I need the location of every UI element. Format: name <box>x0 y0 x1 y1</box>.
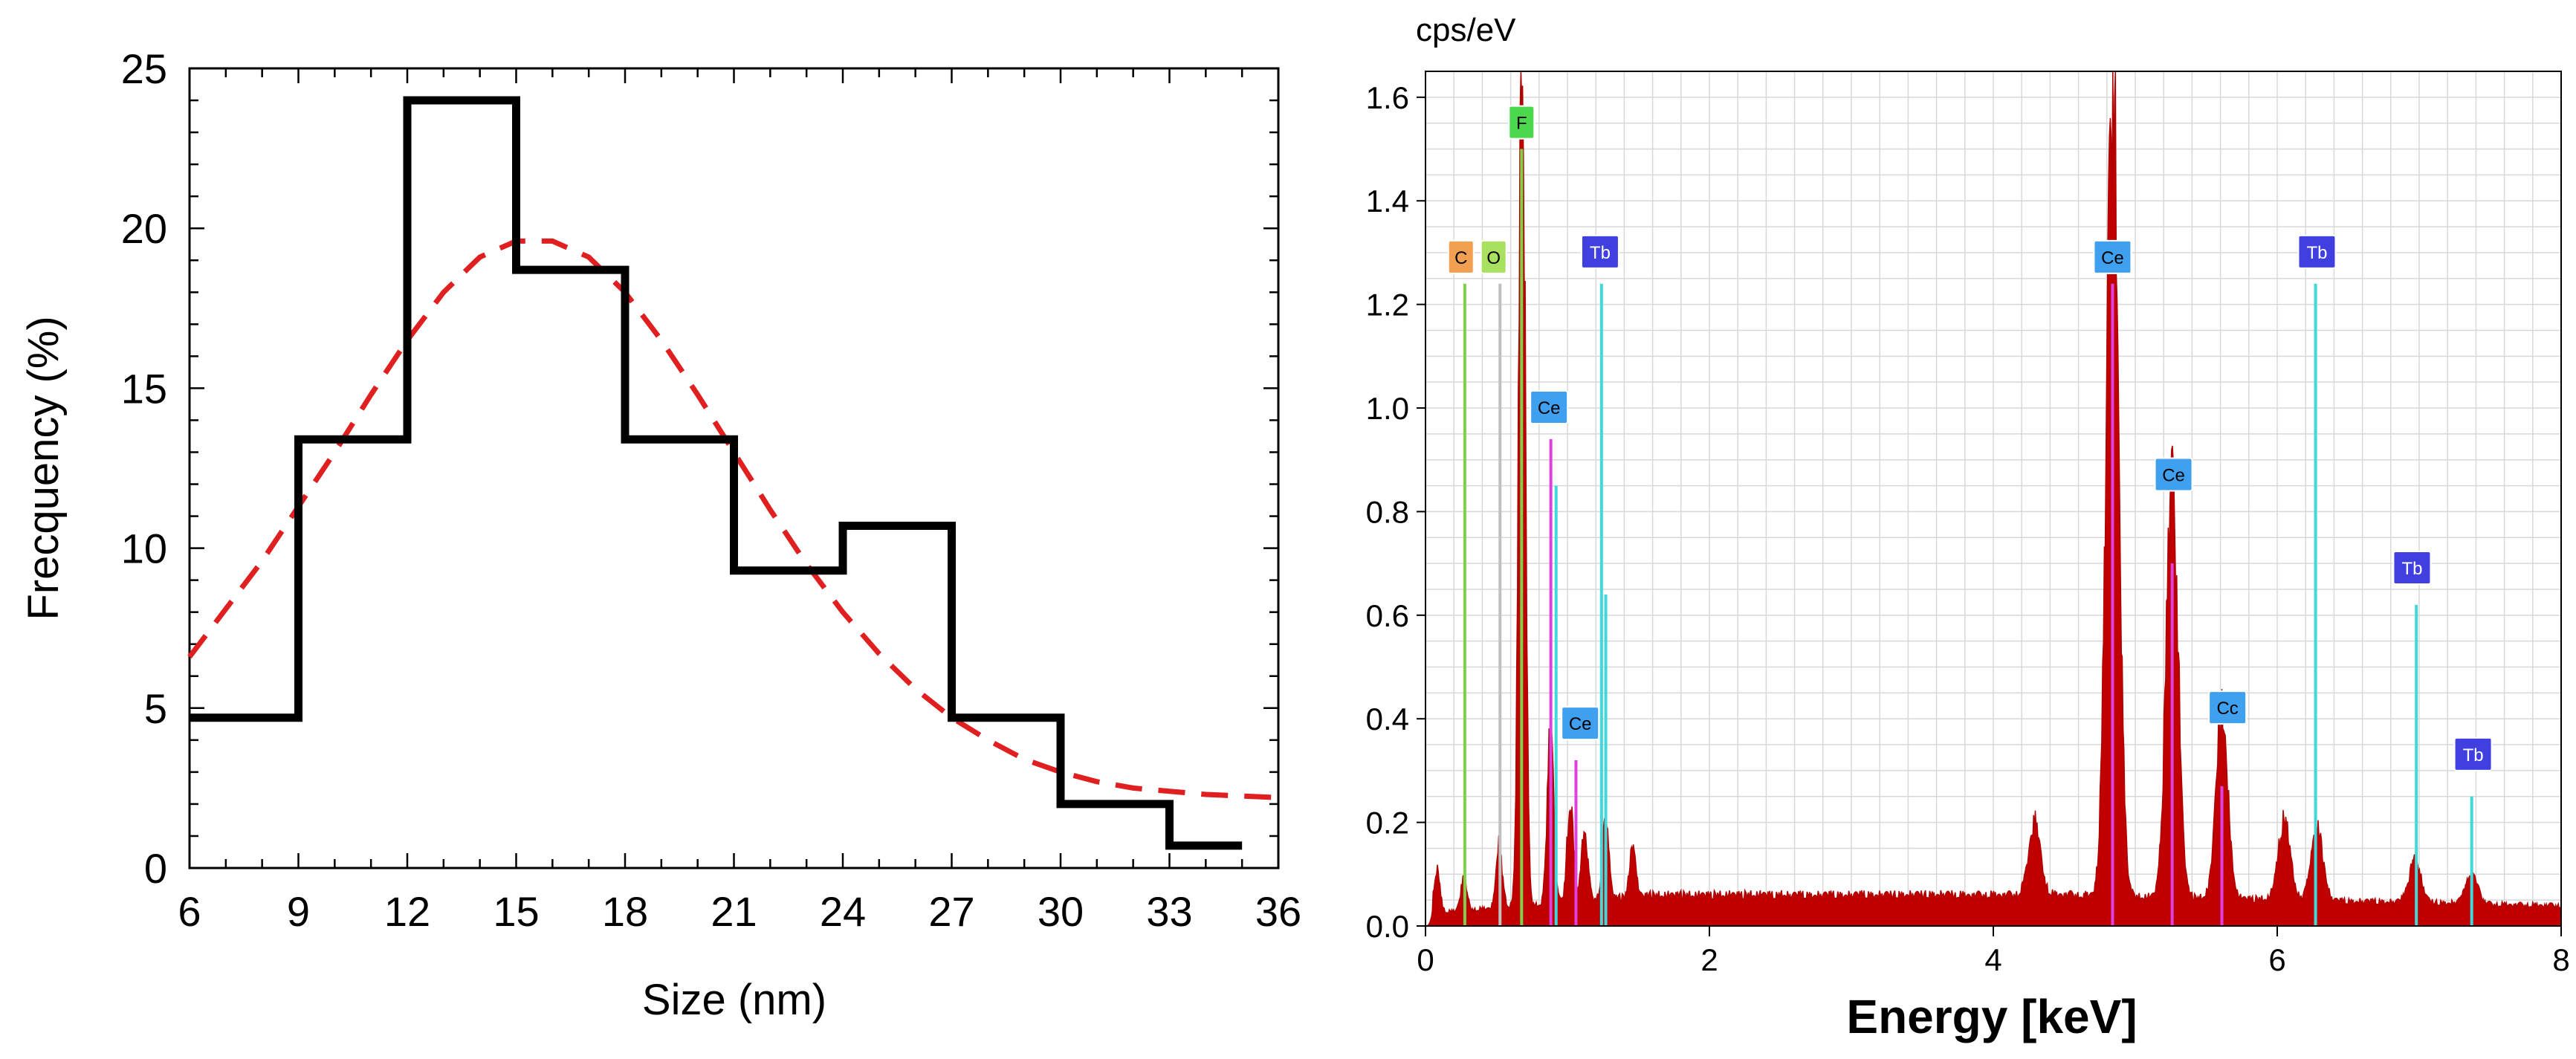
eds-label-tb: Tb <box>2453 736 2493 771</box>
hist-x-tick-label: 9 <box>287 888 310 935</box>
eds-x-tick-label: 8 <box>2552 942 2569 977</box>
hist-x-tick-label: 12 <box>384 888 430 935</box>
eds-y-tick-label: 1.0 <box>1366 391 1409 426</box>
eds-label-text: F <box>1516 114 1527 134</box>
eds-label-box <box>1480 239 1507 274</box>
hist-x-tick-label: 27 <box>928 888 974 935</box>
eds-label-box <box>2392 551 2432 585</box>
eds-label-ce: Ce <box>1561 706 1600 741</box>
eds-spectrum-chart: F C O Tb Ce Ce Ce Ce Cc Tb Tb Tb 0 2 4 6 8 0.0 0.2 0.4 0.6… <box>1366 12 2570 1043</box>
hist-step-line <box>190 96 1243 850</box>
hist-x-tick-labels: 6 9 12 15 18 21 24 27 30 33 36 <box>178 888 1301 935</box>
eds-y-axis-label: cps/eV <box>1416 12 1516 48</box>
eds-y-tick-label: 0.2 <box>1366 806 1409 841</box>
eds-label-text: Cc <box>2216 699 2238 719</box>
eds-y-tick-label: 0.0 <box>1366 909 1409 944</box>
eds-label-ce: Ce <box>1530 389 1569 424</box>
eds-label-ce: Ce <box>2154 457 2193 492</box>
hist-y-tick-label: 15 <box>121 365 167 412</box>
hist-x-tick-label: 36 <box>1255 888 1301 935</box>
eds-label-box <box>1447 239 1475 274</box>
hist-minor-ticks <box>188 67 1280 869</box>
eds-x-tick-label: 6 <box>2268 942 2285 977</box>
hist-x-tick-label: 30 <box>1038 888 1084 935</box>
eds-label-text: O <box>1486 248 1501 268</box>
eds-label-text: Ce <box>1538 398 1561 418</box>
eds-label-f: F <box>1508 105 1535 140</box>
hist-x-tick-label: 18 <box>602 888 648 935</box>
eds-label-cc: Cc <box>2208 690 2247 725</box>
eds-x-tick-label: 2 <box>1700 942 1718 977</box>
hist-x-tick-label: 6 <box>178 888 201 935</box>
eds-element-lines <box>1463 149 2473 926</box>
eds-x-tick-labels: 0 2 4 6 8 <box>1417 926 2570 977</box>
eds-label-box <box>2154 457 2193 492</box>
hist-y-axis-label: Frecquency (%) <box>19 316 68 620</box>
eds-label-text: Tb <box>2306 243 2327 263</box>
hist-y-tick-label: 0 <box>144 845 167 892</box>
eds-label-tb: Tb <box>1580 234 1619 269</box>
eds-label-text: Tb <box>1590 243 1611 263</box>
size-histogram-chart: 6 9 12 15 18 21 24 27 30 33 36 0 5 10 15 20 25 Size (nm… <box>19 45 1301 1024</box>
hist-y-tick-label: 5 <box>144 685 167 732</box>
eds-y-tick-label: 0.8 <box>1366 494 1409 529</box>
hist-fit-curve <box>187 238 1279 800</box>
hist-y-tick-label: 10 <box>121 525 167 572</box>
eds-label-tb: Tb <box>2392 551 2432 585</box>
eds-element-labels: F C O Tb Ce Ce Ce Ce Cc Tb Tb Tb <box>1447 105 2493 771</box>
eds-label-tb: Tb <box>2297 234 2337 269</box>
eds-label-box <box>1561 706 1600 741</box>
eds-label-text: Tb <box>2463 745 2484 765</box>
eds-label-ce: Ce <box>2093 239 2132 274</box>
eds-label-box <box>1580 234 1619 269</box>
eds-x-tick-label: 0 <box>1417 942 1434 977</box>
eds-y-tick-label: 1.4 <box>1366 184 1409 218</box>
eds-label-box <box>1530 389 1569 424</box>
hist-y-tick-label: 20 <box>121 205 167 252</box>
eds-label-text: Tb <box>2401 559 2422 579</box>
eds-label-box <box>2093 239 2132 274</box>
eds-label-box <box>2208 690 2247 725</box>
eds-label-c: C <box>1447 239 1475 274</box>
hist-x-tick-label: 15 <box>493 888 539 935</box>
eds-y-tick-label: 0.4 <box>1366 702 1409 736</box>
eds-spectrum-group <box>1425 71 2562 927</box>
eds-label-text: Ce <box>2162 466 2185 486</box>
hist-y-tick-label: 25 <box>121 45 167 92</box>
eds-y-tick-label: 1.6 <box>1366 80 1409 115</box>
eds-x-tick-label: 4 <box>1984 942 2001 977</box>
hist-y-tick-labels: 0 5 10 15 20 25 <box>121 45 167 892</box>
eds-label-box <box>1508 105 1535 140</box>
eds-label-text: Ce <box>2101 248 2124 268</box>
eds-x-axis-label: Energy [keV] <box>1846 990 2137 1043</box>
eds-y-tick-labels: 0.0 0.2 0.4 0.6 0.8 1.0 1.2 1.4 1.6 <box>1366 80 1425 944</box>
hist-x-tick-label: 24 <box>820 888 866 935</box>
eds-spectrum-fill <box>1425 71 2562 927</box>
eds-grid <box>1425 71 2562 927</box>
eds-label-box <box>2297 234 2337 269</box>
eds-y-tick-label: 0.6 <box>1366 598 1409 633</box>
hist-x-tick-label: 33 <box>1146 888 1192 935</box>
eds-label-text: Ce <box>1569 714 1592 734</box>
eds-label-text: C <box>1454 248 1467 268</box>
eds-label-o: O <box>1480 239 1507 274</box>
hist-x-tick-label: 21 <box>711 888 757 935</box>
eds-y-tick-label: 1.2 <box>1366 288 1409 323</box>
eds-label-box <box>2453 736 2493 771</box>
hist-x-axis-label: Size (nm) <box>642 976 826 1024</box>
